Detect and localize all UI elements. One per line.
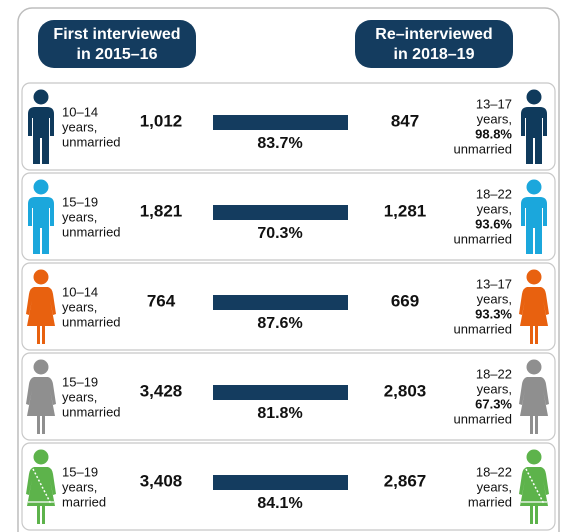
right-group-line: 18–22 (476, 186, 512, 201)
right-pill (355, 20, 513, 68)
right-group-line: years, (477, 291, 512, 306)
icon-body (26, 467, 56, 524)
icon-body (519, 467, 549, 524)
retention-percent: 83.7% (257, 135, 302, 152)
icon-body (519, 377, 549, 434)
left-group-line: years, (62, 479, 97, 494)
left-count: 3,408 (140, 471, 183, 490)
icon-sari-drape (32, 468, 52, 505)
left-group-line: 15–19 (62, 464, 98, 479)
left-group-line: years, (62, 209, 97, 224)
person-icon (519, 359, 549, 434)
icon-body (26, 377, 56, 434)
icon-head (33, 449, 49, 465)
icon-head (526, 179, 542, 195)
icon-body (26, 287, 56, 344)
person-icon (521, 179, 547, 254)
retention-percent: 84.1% (257, 495, 302, 512)
left-group-line: 10–14 (62, 284, 98, 299)
left-group-line: years, (62, 119, 97, 134)
icon-head (526, 359, 542, 375)
icon-body (519, 287, 549, 344)
left-group-line: unmarried (62, 404, 121, 419)
person-icon (26, 359, 56, 434)
right-count: 1,281 (384, 201, 427, 220)
left-group-line: 15–19 (62, 194, 98, 209)
person-icon (26, 269, 56, 344)
right-group-line: 93.6% (475, 216, 512, 231)
right-group-line: years, (477, 381, 512, 396)
person-icon (519, 449, 549, 524)
left-count: 764 (147, 291, 176, 310)
right-group-line: 18–22 (476, 464, 512, 479)
icon-head (33, 179, 49, 195)
right-group-line: years, (477, 201, 512, 216)
flow-bar (213, 115, 348, 130)
left-pill-line: in 2015–16 (77, 46, 158, 63)
right-group-line: unmarried (453, 231, 512, 246)
right-group-line: married (468, 494, 512, 509)
left-count: 1,821 (140, 201, 183, 220)
right-count: 669 (391, 291, 419, 310)
left-group-line: unmarried (62, 224, 121, 239)
left-group-line: 10–14 (62, 104, 98, 119)
icon-body (521, 197, 547, 254)
left-group-line: years, (62, 299, 97, 314)
right-group-line: unmarried (453, 321, 512, 336)
right-pill-line: Re–interviewed (375, 26, 492, 43)
icon-head (33, 359, 49, 375)
left-pill-line: First interviewed (53, 26, 180, 43)
flow-bar (213, 295, 348, 310)
person-icon (26, 449, 56, 524)
icon-head (526, 269, 542, 285)
icon-body (521, 107, 547, 164)
retention-percent: 81.8% (257, 405, 302, 422)
person-icon (519, 269, 549, 344)
retention-percent: 70.3% (257, 225, 302, 242)
left-group-line: years, (62, 389, 97, 404)
right-group-line: 93.3% (475, 306, 512, 321)
right-group-line: unmarried (453, 411, 512, 426)
retention-percent: 87.6% (257, 315, 302, 332)
right-group-line: years, (477, 111, 512, 126)
icon-body (28, 107, 54, 164)
right-group-line: 98.8% (475, 126, 512, 141)
right-group-line: 18–22 (476, 366, 512, 381)
right-group-line: 13–17 (476, 276, 512, 291)
right-group-line: unmarried (453, 141, 512, 156)
left-group-line: unmarried (62, 134, 121, 149)
flow-bar (213, 385, 348, 400)
person-icon (28, 89, 54, 164)
icon-head (526, 89, 542, 105)
left-count: 1,012 (140, 111, 183, 130)
right-group-line: years, (477, 479, 512, 494)
icon-body (28, 197, 54, 254)
person-icon (521, 89, 547, 164)
right-group-line: 13–17 (476, 96, 512, 111)
icon-sari-drape (525, 468, 545, 505)
flow-bar (213, 205, 348, 220)
right-group-line: 67.3% (475, 396, 512, 411)
icon-head (526, 449, 542, 465)
right-count: 2,803 (384, 381, 427, 400)
left-count: 3,428 (140, 381, 183, 400)
flow-bar (213, 475, 348, 490)
right-count: 2,867 (384, 471, 427, 490)
right-pill-line: in 2018–19 (394, 46, 475, 63)
left-pill (38, 20, 196, 68)
left-group-line: married (62, 494, 106, 509)
person-icon (28, 179, 54, 254)
left-group-line: 15–19 (62, 374, 98, 389)
icon-head (33, 269, 49, 285)
icon-head (33, 89, 49, 105)
right-count: 847 (391, 111, 419, 130)
left-group-line: unmarried (62, 314, 121, 329)
